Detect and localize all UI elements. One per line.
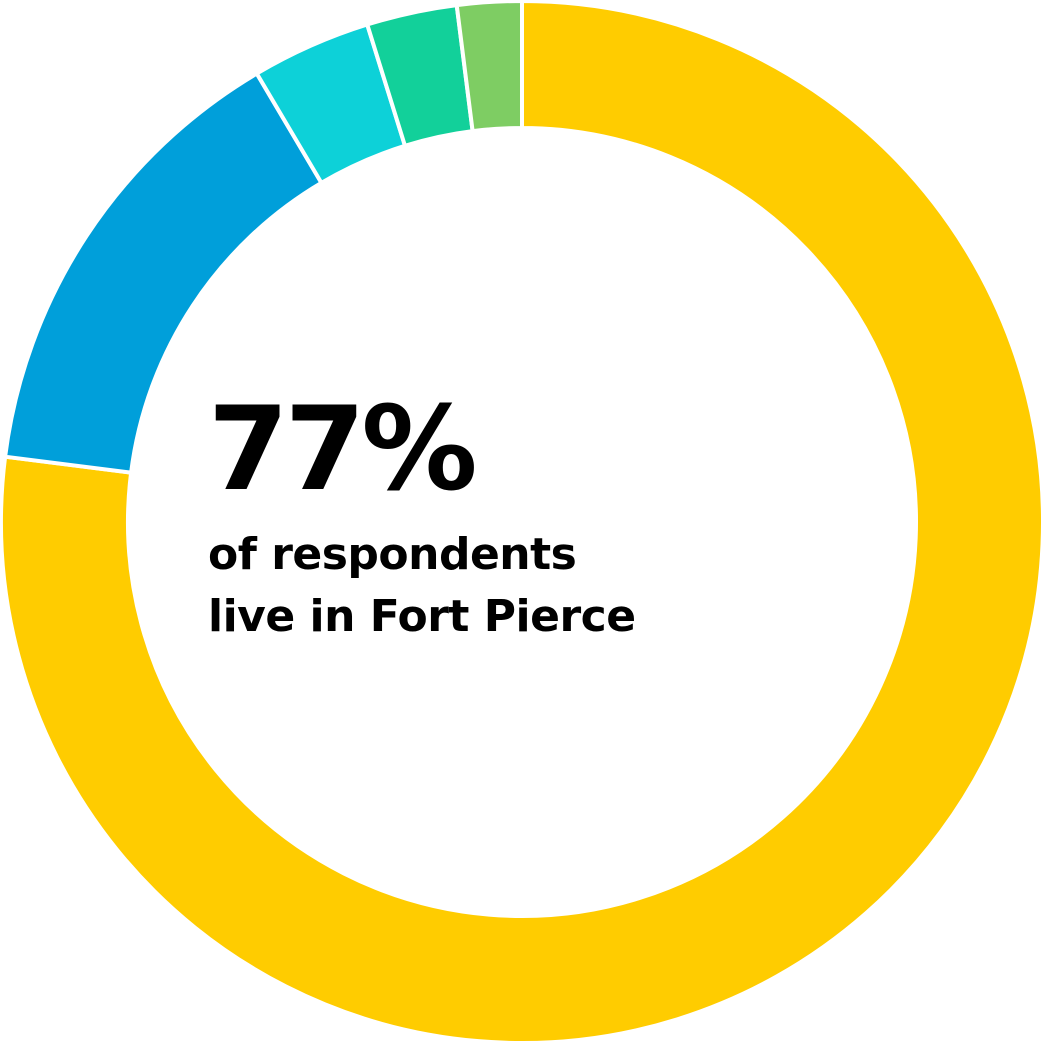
center-label: 77% of respondents live in Fort Pierce (208, 390, 636, 648)
donut-slice-5 (454, 0, 524, 134)
highlight-percent: 77% (208, 382, 478, 517)
caption-line-1: of respondents (208, 529, 577, 580)
caption-line-2: live in Fort Pierce (208, 591, 636, 642)
highlight-caption: of respondents live in Fort Pierce (208, 524, 636, 648)
